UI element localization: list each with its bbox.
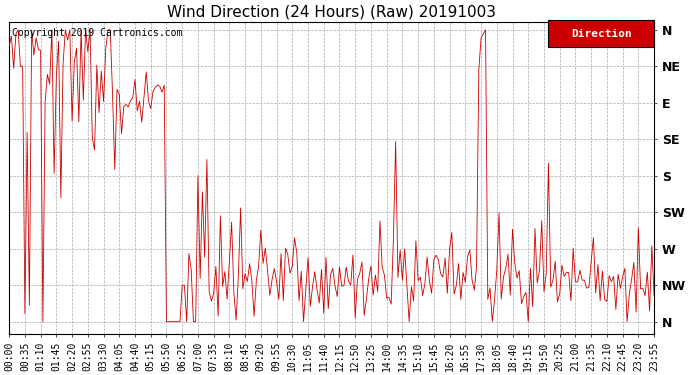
Title: Wind Direction (24 Hours) (Raw) 20191003: Wind Direction (24 Hours) (Raw) 20191003 [167,4,496,19]
Text: Direction: Direction [571,28,631,39]
Text: Copyright 2019 Cartronics.com: Copyright 2019 Cartronics.com [12,28,183,38]
FancyBboxPatch shape [548,20,654,47]
